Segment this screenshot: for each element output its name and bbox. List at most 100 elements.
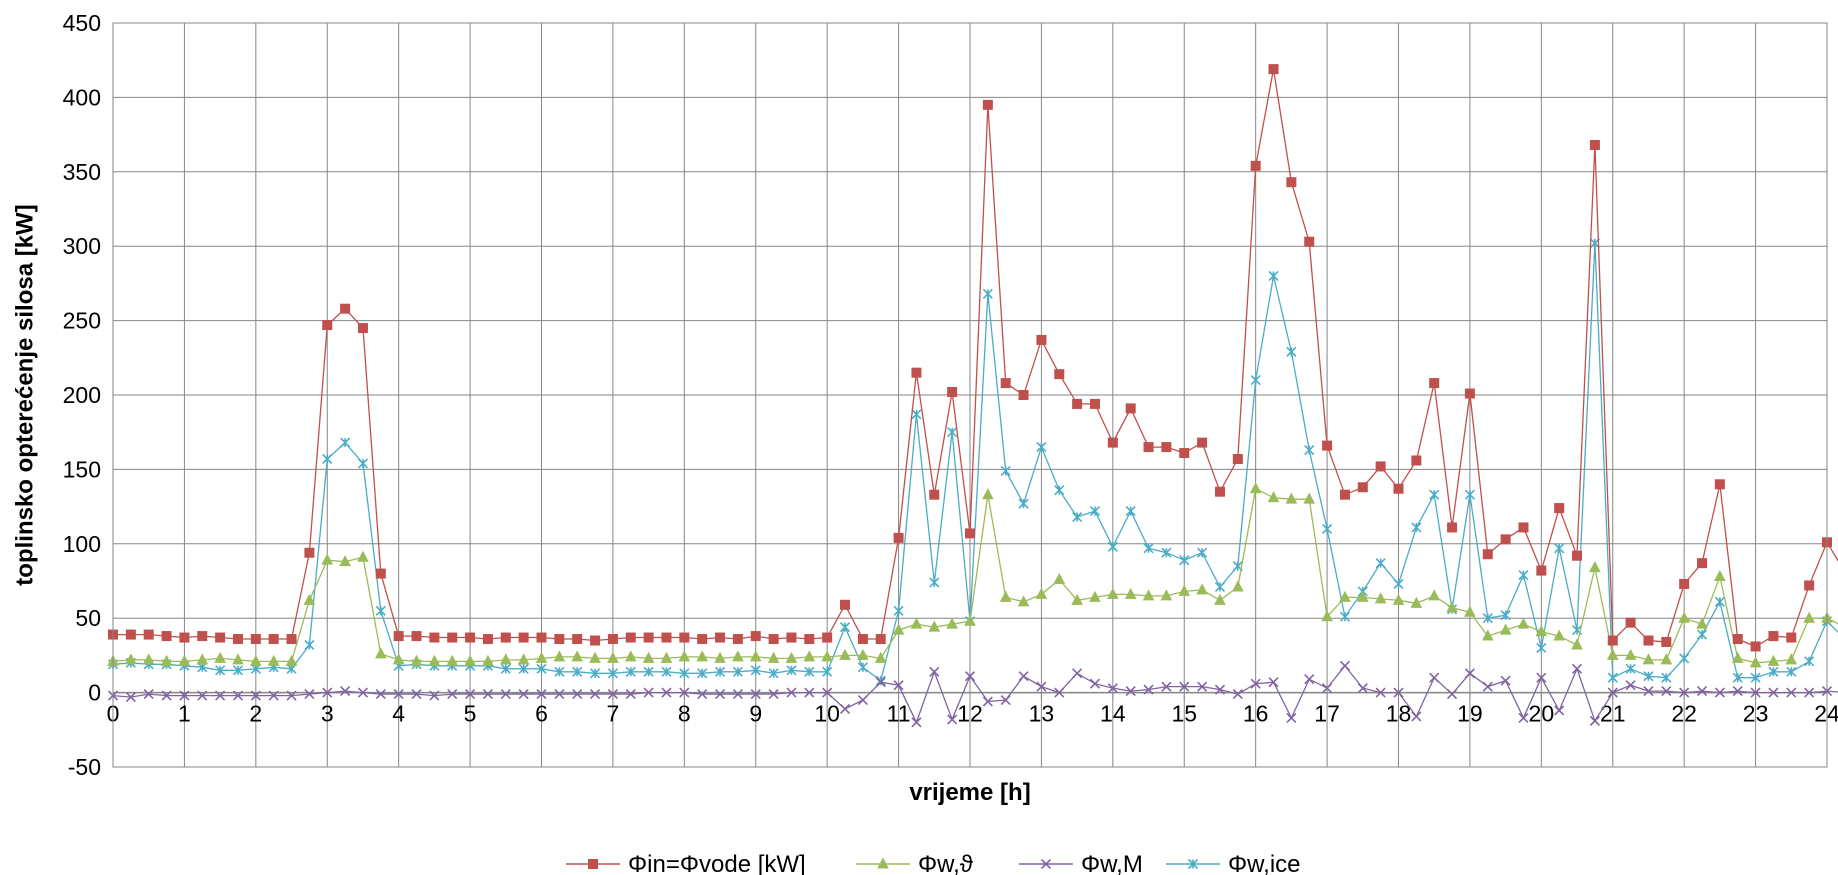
data-point bbox=[1107, 541, 1118, 552]
data-point bbox=[125, 629, 136, 640]
data-point bbox=[1179, 681, 1190, 692]
data-point bbox=[304, 547, 315, 558]
data-point bbox=[946, 617, 958, 629]
data-point bbox=[714, 689, 726, 700]
data-point bbox=[625, 632, 636, 643]
data-point bbox=[786, 687, 797, 698]
data-point bbox=[982, 99, 993, 110]
data-point bbox=[982, 488, 994, 500]
data-point bbox=[375, 689, 386, 700]
data-point bbox=[1714, 687, 1725, 698]
data-point bbox=[1536, 565, 1547, 576]
data-point bbox=[1035, 587, 1048, 599]
data-point bbox=[1268, 270, 1279, 282]
data-point bbox=[1429, 378, 1440, 389]
data-point bbox=[1125, 505, 1136, 517]
data-point bbox=[447, 632, 458, 643]
data-point bbox=[1356, 590, 1369, 602]
data-point bbox=[1554, 705, 1565, 716]
data-point bbox=[1804, 687, 1815, 698]
data-point bbox=[1446, 601, 1458, 613]
data-point bbox=[857, 694, 868, 706]
data-point bbox=[535, 651, 548, 663]
data-point bbox=[964, 614, 976, 626]
legend-marker bbox=[1040, 858, 1052, 870]
data-point bbox=[1303, 492, 1316, 504]
data-point bbox=[250, 654, 262, 666]
data-point bbox=[392, 653, 405, 665]
data-point bbox=[1554, 503, 1565, 514]
x-tick-label: 21 bbox=[1600, 701, 1626, 727]
data-point bbox=[1803, 611, 1815, 623]
data-point bbox=[1268, 677, 1279, 688]
data-point bbox=[1374, 592, 1387, 604]
data-point bbox=[1643, 671, 1654, 682]
data-point bbox=[339, 555, 351, 567]
data-point bbox=[786, 665, 797, 676]
data-point bbox=[964, 671, 976, 682]
data-point bbox=[1571, 638, 1583, 650]
data-point bbox=[893, 532, 904, 543]
data-point bbox=[822, 632, 833, 643]
data-point bbox=[822, 666, 833, 677]
plot-border bbox=[112, 22, 1828, 768]
x-tick-labels: 0 1 2 3 4 5 6 7 8 9 10 11 12 13 14 15 16 17 18 19 20 21 22 23 24 bbox=[107, 701, 1838, 727]
data-point bbox=[661, 632, 672, 643]
data-point bbox=[839, 648, 851, 660]
data-point bbox=[142, 653, 155, 665]
data-point bbox=[1411, 711, 1422, 722]
data-point bbox=[785, 651, 798, 663]
x-tick-label: 24 bbox=[1814, 701, 1838, 727]
y-tick-label: 450 bbox=[63, 10, 101, 36]
data-point bbox=[1322, 523, 1333, 534]
legend-label: Φw,M bbox=[1081, 851, 1143, 875]
data-point bbox=[767, 651, 780, 663]
data-point bbox=[1392, 593, 1405, 605]
data-point bbox=[1268, 64, 1279, 75]
data-point bbox=[340, 303, 351, 314]
data-point bbox=[1375, 461, 1386, 472]
data-point bbox=[304, 639, 315, 651]
data-point bbox=[607, 689, 618, 700]
data-point bbox=[1767, 654, 1780, 666]
data-point bbox=[1197, 437, 1208, 448]
data-point bbox=[1089, 590, 1101, 602]
data-point bbox=[839, 622, 851, 633]
data-point bbox=[1482, 681, 1493, 692]
data-point bbox=[1571, 663, 1583, 674]
data-point bbox=[517, 653, 530, 665]
data-point bbox=[607, 668, 618, 679]
data-point bbox=[572, 666, 583, 677]
data-point bbox=[1071, 593, 1083, 605]
data-point bbox=[215, 690, 226, 701]
data-point bbox=[1536, 672, 1547, 683]
data-point bbox=[1678, 611, 1690, 623]
data-point bbox=[1679, 578, 1690, 589]
data-point bbox=[553, 650, 566, 662]
legend-item: Φin=Φvode [kW] bbox=[566, 851, 806, 875]
data-point bbox=[1750, 641, 1761, 652]
data-point bbox=[874, 651, 887, 663]
data-point bbox=[232, 665, 244, 676]
y-tick-labels: -50 0 50 100 150 200 250 300 350 400 450 bbox=[63, 10, 101, 780]
data-point bbox=[1518, 522, 1529, 533]
data-point bbox=[1625, 663, 1636, 674]
legend-item: Φw,ice bbox=[1166, 851, 1301, 875]
data-point bbox=[1786, 666, 1797, 677]
y-axis-title: toplinsko opterećenje silosa [kW] bbox=[11, 204, 38, 585]
data-point bbox=[214, 651, 226, 663]
data-point bbox=[357, 687, 369, 698]
data-point bbox=[1589, 140, 1600, 151]
data-point bbox=[804, 687, 815, 698]
data-point bbox=[1196, 583, 1208, 595]
data-point bbox=[1375, 687, 1386, 698]
data-point bbox=[393, 689, 404, 700]
data-point bbox=[357, 458, 369, 469]
data-point bbox=[215, 632, 226, 643]
data-point bbox=[197, 631, 208, 642]
data-point bbox=[482, 689, 494, 700]
data-point bbox=[1322, 440, 1333, 451]
series-line bbox=[112, 664, 1838, 725]
data-point bbox=[536, 689, 547, 700]
data-point bbox=[875, 675, 886, 686]
